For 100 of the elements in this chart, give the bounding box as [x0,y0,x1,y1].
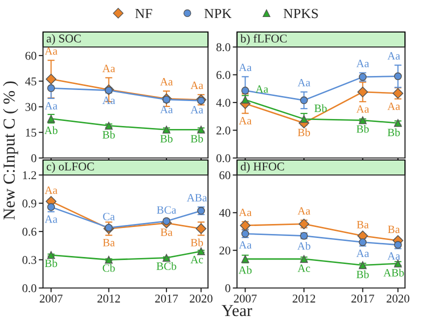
y-tick-label: 0.0 [216,154,230,162]
y-tick-label: 6.0 [216,70,230,80]
annotation: Aa [256,85,268,93]
y-tick-label: 20 [219,246,230,255]
annotation: BCb [156,262,176,270]
annotation: Aa [238,116,252,124]
point [300,96,308,104]
annotation: Aa [238,241,252,249]
point [162,126,170,134]
chart-title: d) HFOC [240,162,284,173]
y-tick-label: 40 [219,208,230,217]
x-tick-label: 2012 [97,294,120,303]
annotation: Bb [190,134,203,142]
y-tick-label: 8.0 [216,43,230,52]
annotation: Aa [387,252,400,260]
point [162,217,170,226]
annotation: Aa [298,207,310,215]
legend-label: NPK [204,8,232,18]
annotation: ABa [186,194,207,202]
annotation: Bb [356,124,369,133]
annotation: Ba [388,226,400,234]
annotation: Aa [44,102,58,110]
annotation: Aa [160,78,173,86]
point [394,72,402,80]
chart-title: a) SOC [46,34,81,45]
annotation: Aa [238,208,252,216]
annotation: ABb [383,268,404,277]
legend-label: NF [135,8,152,18]
annotation: Ab [238,266,252,274]
point [197,247,205,256]
annotation: Aa [44,186,58,194]
y-tick-label: 1.2 [23,171,36,180]
point [162,254,170,262]
annotation: Ab [297,242,310,250]
annotation: Ac [298,264,310,272]
annotation: Bb [298,128,310,136]
x-tick-label: 2020 [386,294,410,303]
y-tick-label: 2.0 [216,126,230,135]
chart-title: c) oLFOC [46,162,94,173]
x-tick-label: 2017 [155,294,178,303]
annotation: Bb [388,128,400,136]
legend-label: NPKS [284,8,318,18]
y-tick-label: 30 [26,103,36,111]
annotation: Aa [298,78,310,86]
annotation: Aa [356,105,370,113]
annotation: Aa [160,106,173,114]
y-tick-label: 60 [219,171,230,180]
point [104,256,113,264]
annotation: Bb [190,238,203,246]
annotation: Bb [356,270,369,278]
y-tick-label: 60 [25,52,36,60]
point [46,74,56,84]
annotation: BCa [156,206,176,214]
annotation: Bb [160,134,173,142]
point [358,116,367,124]
point [47,251,55,259]
x-axis-title: Year [222,305,252,316]
y-tick-label: 0 [225,284,230,292]
point [104,224,113,232]
chart-title: b) fLFOC [240,34,287,45]
y-tick-label: 15 [26,128,36,137]
annotation: Ba [356,221,369,228]
x-tick-label: 2007 [40,294,63,303]
y-tick-label: 0 [31,154,36,162]
annotation: Aa [356,60,370,68]
annotation: Aa [102,96,116,104]
annotation: Aa [238,64,252,72]
annotation: Ba [160,228,172,236]
annotation: Aa [102,64,116,72]
point [300,115,308,123]
annotation: Aa [44,215,58,223]
y-axis-title: New C:Input C ( % ) [3,81,18,220]
annotation: Bb [314,104,327,112]
y-tick-label: 45 [25,77,36,86]
annotation: Bb [102,130,115,139]
y-tick-label: 4.0 [216,98,230,107]
point [197,126,205,134]
y-tick-label: 0.9 [22,199,36,208]
annotation: Ca [103,212,115,220]
annotation: Ba [102,238,115,246]
y-tick-label: 0.0 [22,284,36,292]
annotation: Aa [44,47,58,55]
annotation: Bb [44,259,58,268]
point [241,86,250,94]
point [197,96,205,105]
annotation: Cb [102,264,115,272]
annotation: Aa [387,52,400,60]
x-tick-label: 2007 [234,294,257,303]
point [358,73,367,81]
annotation: Ab [44,126,58,134]
x-tick-label: 2017 [351,294,374,303]
point [104,122,113,130]
y-tick-label: 0.3 [22,256,36,264]
annotation: Aa [190,82,204,90]
x-tick-label: 2020 [190,294,212,303]
annotation: Aa [387,102,400,110]
annotation: Aa [356,250,370,258]
x-tick-label: 2012 [292,294,316,303]
y-tick-label: 0.6 [22,228,36,236]
annotation: Ac [190,256,204,264]
